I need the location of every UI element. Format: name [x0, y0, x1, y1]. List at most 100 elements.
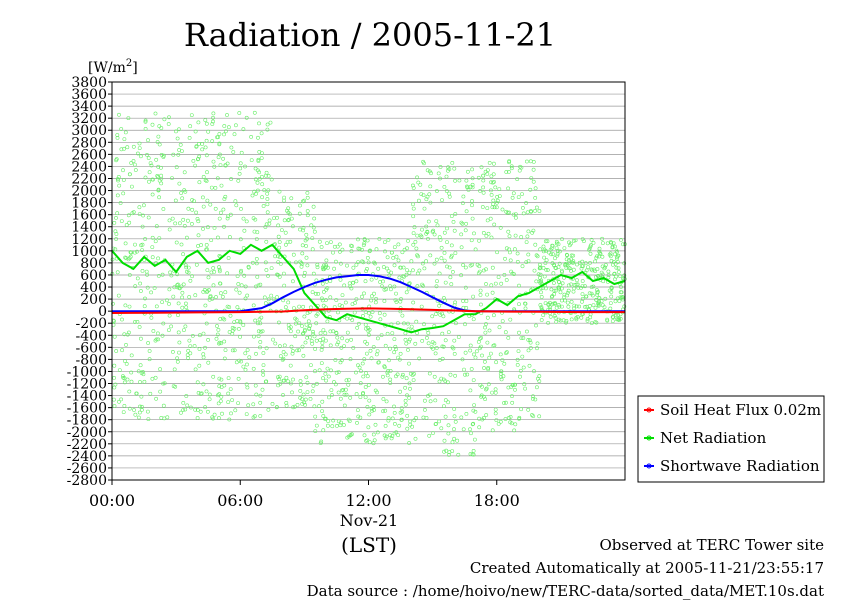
scatter-point — [398, 299, 403, 304]
scatter-point — [172, 285, 177, 290]
scatter-point — [601, 241, 605, 246]
scatter-point — [147, 349, 152, 353]
scatter-point — [225, 271, 230, 276]
scatter-point — [366, 383, 371, 387]
scatter-point — [206, 288, 211, 292]
scatter-point — [382, 312, 387, 317]
scatter-point — [120, 317, 124, 322]
scatter-point — [209, 270, 214, 275]
scatter-point — [357, 365, 362, 370]
scatter-point — [324, 258, 329, 263]
scatter-point — [432, 232, 437, 237]
y-tick-label: -200 — [76, 316, 107, 332]
footer-created: Created Automatically at 2005-11-21/23:5… — [469, 559, 824, 577]
scatter-point — [465, 169, 470, 174]
scatter-point — [591, 284, 596, 289]
scatter-point — [613, 299, 618, 304]
scatter-point — [158, 367, 163, 372]
scatter-point — [310, 290, 315, 295]
scatter-point — [234, 360, 239, 365]
scatter-point — [468, 427, 472, 432]
y-tick-label: 400 — [80, 280, 107, 296]
scatter-point — [600, 254, 605, 259]
scatter-point — [437, 419, 442, 424]
scatter-point — [333, 358, 338, 362]
scatter-point — [485, 171, 490, 176]
scatter-point — [196, 244, 200, 248]
scatter-point — [383, 436, 388, 441]
scatter-point — [506, 186, 511, 191]
scatter-point — [470, 422, 475, 427]
scatter-point — [276, 223, 281, 228]
scatter-point — [371, 432, 376, 437]
scatter-point — [406, 238, 410, 243]
scatter-point — [557, 279, 561, 284]
scatter-point — [517, 415, 522, 420]
scatter-point — [231, 150, 236, 154]
scatter-point — [205, 198, 210, 203]
scatter-point — [260, 369, 265, 374]
scatter-point — [562, 246, 567, 251]
scatter-point — [244, 219, 249, 224]
scatter-point — [471, 448, 476, 453]
scatter-point — [449, 253, 454, 258]
scatter-point — [207, 392, 212, 397]
scatter-point — [562, 295, 567, 300]
scatter-point — [567, 240, 571, 245]
scatter-point — [263, 173, 268, 178]
scatter-point — [491, 161, 496, 166]
scatter-point — [444, 189, 449, 193]
scatter-point — [407, 395, 412, 400]
scatter-point — [200, 147, 205, 152]
scatter-point — [537, 279, 542, 284]
scatter-point — [420, 338, 425, 343]
scatter-point — [123, 359, 127, 364]
scatter-point — [176, 301, 181, 306]
scatter-point — [284, 375, 289, 380]
scatter-point — [571, 253, 576, 258]
scatter-point — [384, 287, 389, 292]
scatter-point — [555, 253, 560, 258]
y-tick-label: 600 — [80, 268, 107, 284]
scatter-point — [412, 418, 417, 423]
scatter-point — [415, 175, 420, 180]
scatter-point — [238, 270, 243, 275]
scatter-point — [264, 268, 269, 272]
scatter-point — [403, 337, 408, 342]
scatter-point — [314, 423, 319, 428]
scatter-point — [510, 271, 515, 276]
scatter-point — [222, 197, 227, 201]
scatter-point — [173, 221, 178, 226]
scatter-point — [170, 176, 174, 181]
scatter-point — [243, 164, 247, 169]
scatter-point — [112, 375, 117, 380]
scatter-point — [525, 234, 530, 239]
scatter-point — [226, 256, 231, 260]
scatter-point — [441, 344, 446, 349]
scatter-point — [531, 394, 535, 399]
y-tick-label: 3000 — [71, 123, 107, 139]
scatter-point — [183, 263, 188, 268]
scatter-point — [565, 252, 569, 257]
scatter-point — [241, 216, 246, 221]
scatter-point — [394, 300, 399, 304]
scatter-point — [127, 220, 132, 225]
scatter-point — [588, 303, 592, 308]
scatter-point — [606, 273, 611, 277]
scatter-point — [597, 246, 602, 251]
scatter-point — [616, 270, 621, 274]
scatter-point — [579, 285, 583, 290]
scatter-point — [127, 273, 132, 277]
scatter-point — [447, 450, 452, 455]
scatter-point — [519, 165, 524, 170]
scatter-point — [489, 180, 494, 185]
scatter-point — [148, 161, 153, 166]
scatter-point — [364, 269, 369, 274]
scatter-point — [184, 394, 189, 398]
scatter-point — [112, 397, 116, 402]
scatter-point — [356, 321, 361, 326]
scatter-point — [311, 204, 316, 209]
scatter-point — [259, 174, 264, 179]
y-tick-label: 1200 — [71, 232, 107, 248]
scatter-point — [285, 240, 290, 245]
